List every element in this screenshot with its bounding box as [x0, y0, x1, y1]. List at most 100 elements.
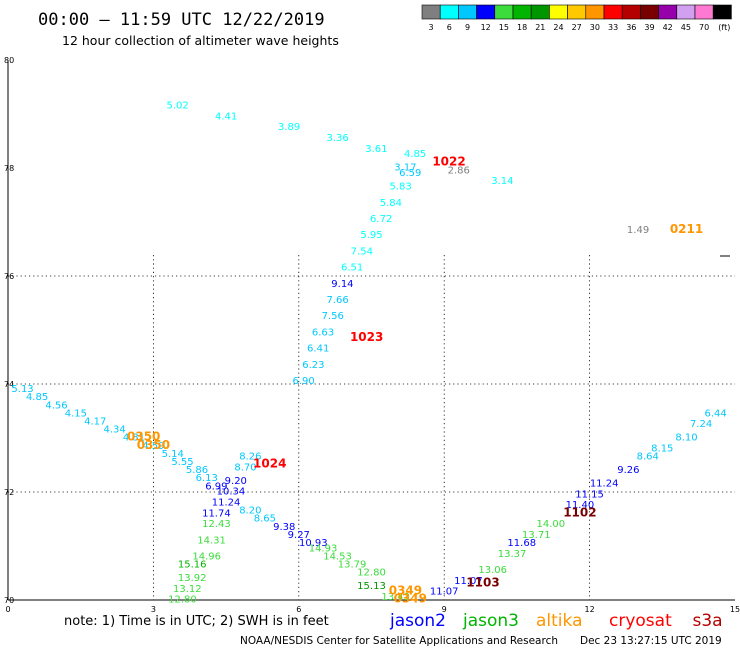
satellite-name: s3a	[693, 611, 723, 631]
wave-height-label: 6.23	[302, 360, 324, 371]
wave-height-label: 3.17	[394, 163, 416, 174]
wave-height-label: 10.93	[299, 538, 328, 549]
legend-label: 70	[699, 23, 709, 32]
wave-height-label: 5.02	[167, 101, 189, 112]
legend-label: 24	[553, 23, 563, 32]
x-tick-label: 9	[442, 605, 447, 614]
y-tick-label: 72	[4, 488, 14, 497]
y-tick-label: 70	[4, 596, 14, 605]
wave-height-label: 11.68	[507, 538, 536, 549]
wave-height-label: 14.00	[537, 519, 566, 530]
legend-label: 18	[517, 23, 527, 32]
wave-height-label: 7.54	[351, 246, 373, 257]
x-tick-label: 15	[730, 605, 740, 614]
wave-height-label: 13.92	[178, 573, 207, 584]
wave-height-label: 6.44	[704, 408, 726, 419]
wave-height-label: 12.80	[357, 568, 386, 579]
wave-height-label: 7.24	[690, 419, 712, 430]
footer-note: note: 1) Time is in UTC; 2) SWH is in fe…	[64, 614, 329, 629]
wave-height-label: 13.71	[522, 530, 551, 541]
wave-height-label: 9.14	[331, 279, 353, 290]
legend-swatch	[603, 4, 623, 20]
map-frame	[7, 60, 735, 601]
wave-height-label: 2.86	[448, 165, 470, 176]
wave-height-label: 5.84	[380, 198, 402, 209]
wave-height-label: 11.24	[212, 498, 241, 509]
footer-credit: NOAA/NESDIS Center for Satellite Applica…	[240, 635, 558, 647]
wave-height-label: 12.43	[202, 519, 231, 530]
pass-time-label: 0350	[127, 430, 160, 444]
wave-height-label: 4.56	[45, 400, 67, 411]
legend-swatch	[712, 4, 732, 20]
wave-height-label: 11.24	[590, 479, 619, 490]
pass-time-label: 0350	[137, 438, 170, 452]
wave-height-label: 8.10	[675, 433, 697, 444]
legend-swatch	[494, 4, 514, 20]
wave-height-label: 14.96	[192, 552, 221, 563]
wave-height-label: 14.93	[309, 543, 338, 554]
wave-height-label: 7.56	[322, 311, 344, 322]
wave-height-label: 6.99	[205, 481, 227, 492]
wave-height-label: 13.37	[498, 549, 527, 560]
wave-height-label: 4.31	[123, 433, 145, 444]
wave-height-label: 13.06	[478, 565, 507, 576]
wave-height-label: 11.40	[566, 500, 595, 511]
wave-height-label: 8.26	[239, 452, 261, 463]
wave-height-label: 9.38	[273, 522, 295, 533]
wave-height-label: 5.86	[186, 465, 208, 476]
legend-swatch	[585, 4, 605, 20]
x-tick-label: 0	[5, 605, 10, 614]
y-tick-label: 78	[4, 164, 14, 173]
wave-height-label: 9.20	[225, 476, 247, 487]
wave-height-label: 8.65	[254, 514, 276, 525]
wave-height-label: 12.80	[168, 595, 197, 606]
legend-swatch	[512, 4, 532, 20]
wave-height-label: 1.49	[627, 225, 649, 236]
legend-swatch	[567, 4, 587, 20]
legend-swatch	[621, 4, 641, 20]
wave-height-label: 11.74	[202, 508, 231, 519]
wave-height-values: 5.02 4.41 3.89 3.36 3.61 4.85 3.14 5.83 5.84 6.72…	[11, 101, 726, 606]
wave-height-label: 7.66	[326, 295, 348, 306]
x-tick-label: 12	[585, 605, 595, 614]
wave-height-label: 9.26	[617, 465, 639, 476]
wave-height-label: 5.55	[171, 457, 193, 468]
wave-height-label: 5.95	[360, 230, 382, 241]
wave-height-label: 13.12	[173, 584, 202, 595]
footer-timestamp: Dec 23 13:27:15 UTC 2019	[580, 635, 722, 647]
page-title: 00:00 – 11:59 UTC 12/22/2019	[38, 10, 325, 30]
wave-height-label: 6.59	[399, 168, 421, 179]
legend-label: 21	[535, 23, 545, 32]
wave-height-label: 3.89	[278, 122, 300, 133]
wave-height-label: 6.51	[341, 263, 363, 274]
legend-label: (ft)	[718, 23, 730, 32]
wave-height-label: 13.43	[381, 592, 410, 603]
satellite-legend: jason2 jason3 altika cryosat s3a	[389, 611, 723, 631]
wave-height-label: 4.17	[84, 417, 106, 428]
legend-label: 6	[447, 23, 452, 32]
legend-swatch	[658, 4, 678, 20]
legend-label: 15	[499, 23, 509, 32]
wave-height-label: 4.59	[142, 441, 164, 452]
wave-height-label: 6.63	[312, 327, 334, 338]
pass-time-label: 0349	[394, 592, 427, 606]
wave-height-label: 4.34	[103, 425, 125, 436]
legend-swatch	[694, 4, 714, 20]
legend-swatch	[421, 4, 441, 20]
wave-height-label: 5.13	[11, 384, 33, 395]
legend-label: 9	[465, 23, 470, 32]
wave-height-label: 3.14	[491, 176, 513, 187]
legend-swatch	[549, 4, 568, 20]
wave-height-label: 8.70	[234, 462, 256, 473]
satellite-name: altika	[536, 611, 583, 631]
wave-height-label: 6.90	[293, 376, 315, 387]
wave-height-label: 15.13	[357, 581, 386, 592]
wave-height-label: 5.14	[162, 449, 184, 460]
wave-height-label: 4.41	[215, 111, 237, 122]
legend-swatch	[439, 4, 459, 20]
wave-height-label: 8.64	[637, 452, 659, 463]
axis-tick-labels: 80 78 76 74 72 700 3 6 9 12 15	[4, 56, 740, 614]
legend-swatch	[530, 4, 550, 20]
wave-height-label: 4.15	[65, 408, 87, 419]
